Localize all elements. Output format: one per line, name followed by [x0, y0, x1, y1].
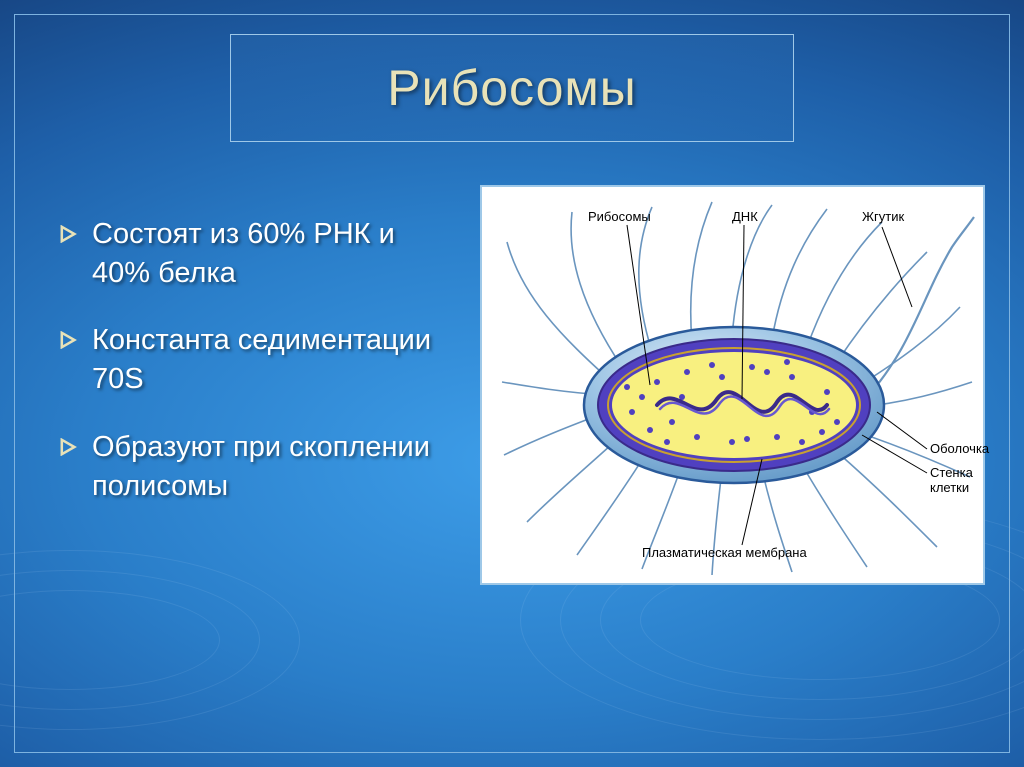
bullet-item: Константа седиментации 70S [60, 321, 460, 399]
label-cell-wall: Стенка клетки [930, 465, 983, 495]
bullet-list: Состоят из 60% РНК и 40% белка Константа… [60, 215, 460, 534]
bullet-text: Образуют при скоплении полисомы [92, 428, 460, 506]
cell-diagram: Рибосомы ДНК Жгутик Оболочка Стенка клет… [480, 185, 985, 585]
bullet-marker-icon [60, 225, 78, 243]
slide-title: Рибосомы [387, 59, 636, 117]
label-membrane: Оболочка [930, 441, 989, 456]
bullet-item: Образуют при скоплении полисомы [60, 428, 460, 506]
label-dna: ДНК [732, 209, 758, 224]
label-flagellum: Жгутик [862, 209, 904, 224]
bullet-text: Константа седиментации 70S [92, 321, 460, 399]
bullet-item: Состоят из 60% РНК и 40% белка [60, 215, 460, 293]
bullet-marker-icon [60, 331, 78, 349]
title-box: Рибосомы [230, 34, 794, 142]
label-ribosomes: Рибосомы [588, 209, 651, 224]
bullet-marker-icon [60, 438, 78, 456]
label-plasma-membrane: Плазматическая мембрана [642, 545, 807, 560]
bullet-text: Состоят из 60% РНК и 40% белка [92, 215, 460, 293]
cell-svg [482, 187, 987, 587]
